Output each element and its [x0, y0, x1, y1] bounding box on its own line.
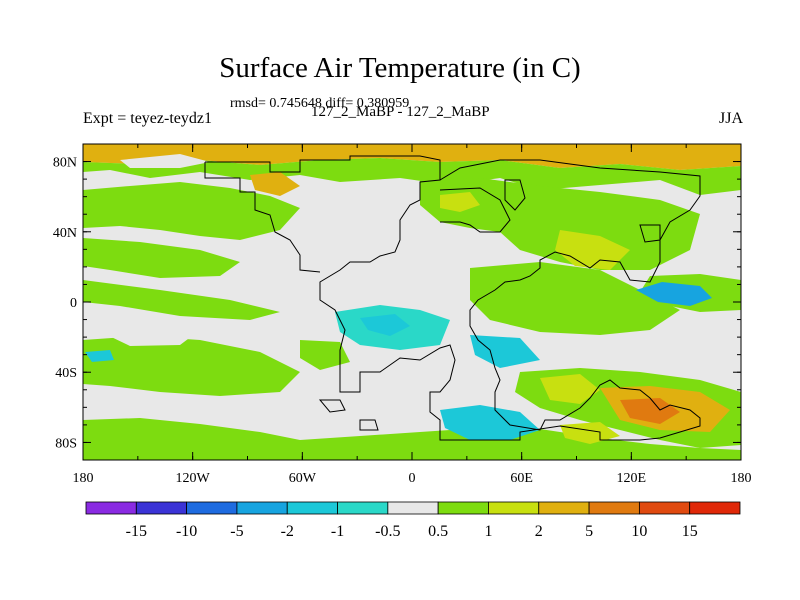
lon-tick-label: 180	[73, 471, 94, 486]
colorbar-swatch	[135, 501, 188, 515]
cases-label: 127_2_MaBP - 127_2_MaBP	[311, 104, 490, 120]
colorbar-level-label: 0.5	[428, 523, 448, 540]
colorbar-level-label: -15	[126, 523, 147, 540]
colorbar-level-label: -5	[230, 523, 243, 540]
experiment-label: Expt = teyez-teydz1	[83, 110, 212, 127]
lon-tick-label: 60W	[289, 471, 317, 486]
colorbar-level-label: -1	[331, 523, 344, 540]
lat-tick-label: 80N	[53, 156, 77, 171]
lon-tick-label: 60E	[510, 471, 533, 486]
lon-tick-label: 0	[409, 471, 416, 486]
colorbar-level-label: 2	[535, 523, 543, 540]
colorbar-level-label: 5	[585, 523, 593, 540]
colorbar-swatch	[387, 501, 439, 515]
longitude-axis: 180 120W 60W 0 60E 120E 180	[73, 144, 752, 486]
colorbar-swatch	[538, 501, 590, 515]
colorbar-swatch	[236, 501, 288, 515]
colorbar-swatch	[186, 501, 238, 515]
colorbar-level-label: -2	[281, 523, 294, 540]
colorbar-swatch	[588, 501, 640, 515]
lat-tick-label: 0	[70, 296, 77, 311]
lat-tick-label: 40N	[53, 226, 77, 241]
colorbar-level-label: 15	[682, 523, 698, 540]
colorbar-level-label: 10	[631, 523, 647, 540]
colorbar-swatch	[337, 501, 389, 515]
temperature-field	[83, 144, 741, 460]
stats-subtitle: rmsd= 0.745648 diff= 0.380959	[230, 96, 410, 111]
colorbar-level-label: 1	[484, 523, 492, 540]
season-label: JJA	[718, 110, 743, 127]
colorbar-swatch	[638, 501, 691, 515]
colorbar-level-label: -0.5	[375, 523, 400, 540]
lat-tick-label: 80S	[55, 436, 77, 451]
colorbar-swatch	[437, 501, 489, 515]
colorbar-swatch	[689, 501, 741, 515]
coastlines	[204, 155, 701, 441]
latitude-axis: 80N 40N 0 40S 80S	[53, 143, 741, 461]
colorbar-swatch	[488, 501, 540, 515]
colorbar-swatch	[85, 501, 137, 515]
colorbar-swatch	[286, 501, 338, 515]
lat-tick-label: 40S	[55, 366, 77, 381]
colorbar-level-label: -10	[176, 523, 197, 540]
chart-title: Surface Air Temperature (in C)	[219, 52, 581, 84]
colorbar: -15 -10 -5 -2 -1 -0.5 0.5 1 2 5 10 15	[85, 501, 741, 540]
lon-tick-label: 120E	[617, 471, 647, 486]
lon-tick-label: 120W	[176, 471, 211, 486]
lon-tick-label: 180	[731, 471, 752, 486]
